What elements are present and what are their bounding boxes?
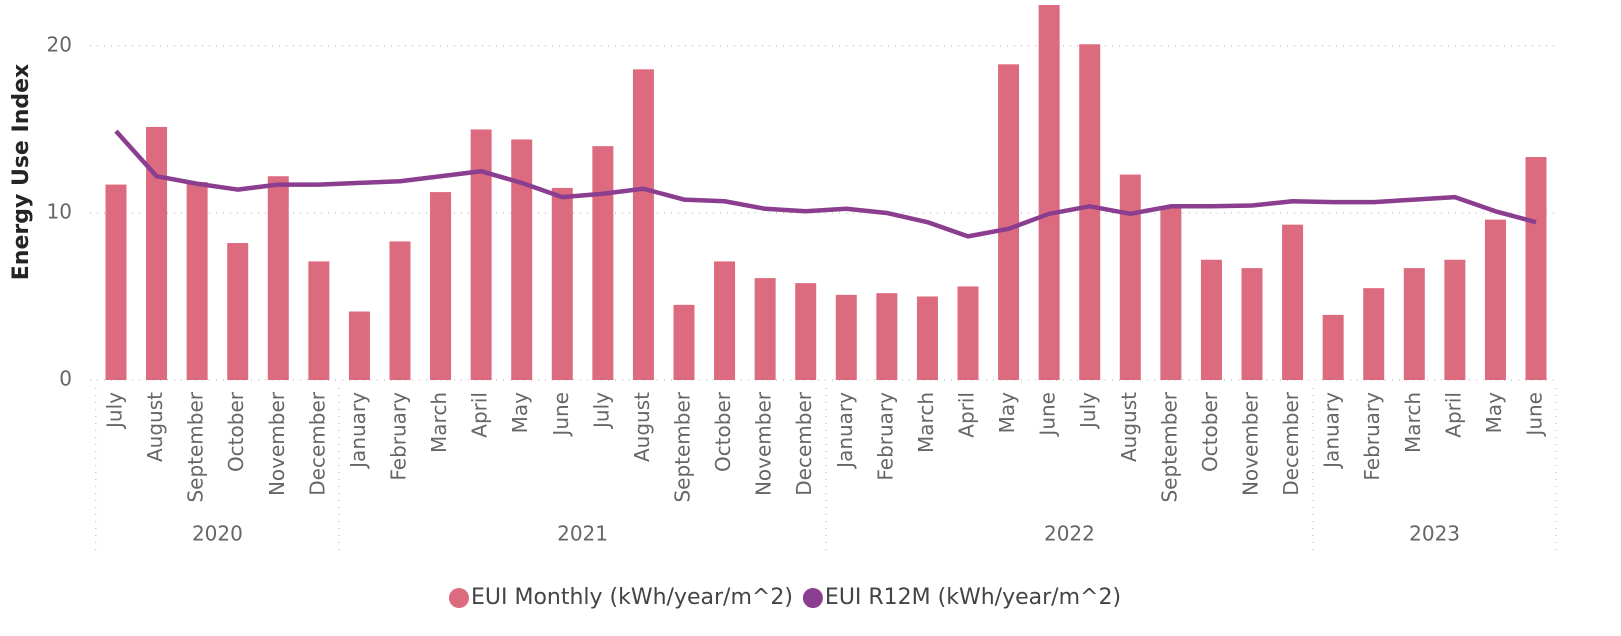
x-tick-label: April — [1441, 392, 1465, 438]
x-tick-label: February — [1360, 392, 1384, 481]
x-tick-label: October — [1198, 391, 1222, 472]
x-group-label: 2022 — [1044, 522, 1095, 546]
bar — [1038, 5, 1060, 381]
x-tick-label: June — [549, 392, 573, 438]
bar — [1525, 157, 1547, 380]
x-tick-label: August — [143, 392, 167, 462]
legend: EUI Monthly (kWh/year/m^2) EUI R12M (kWh/… — [448, 585, 1121, 610]
bar — [389, 241, 411, 380]
bar — [673, 304, 695, 380]
bar — [1322, 314, 1344, 380]
y-tick-label: 20 — [47, 32, 72, 56]
legend-marker — [802, 588, 823, 608]
y-axis-title: Energy Use Index — [9, 64, 34, 280]
bar — [1160, 206, 1182, 380]
bar — [227, 243, 249, 380]
x-tick-label: September — [1157, 391, 1181, 502]
x-tick-label: June — [1523, 392, 1547, 438]
y-tick-label: 0 — [59, 367, 72, 391]
x-tick-label: January — [346, 392, 370, 470]
x-tick-label: September — [670, 391, 694, 502]
bar — [1079, 44, 1101, 381]
x-tick-label: February — [386, 392, 410, 481]
x-tick-label: April — [468, 392, 492, 438]
x-tick-label: December — [792, 391, 816, 495]
x-tick-label: December — [305, 391, 329, 495]
legend-label: EUI Monthly (kWh/year/m^2) — [471, 585, 793, 610]
x-tick-label: August — [630, 392, 654, 462]
x-group-label: 2020 — [192, 522, 243, 546]
x-tick-label: July — [589, 392, 613, 430]
bar — [551, 187, 573, 380]
bar — [308, 261, 330, 380]
bar — [876, 293, 898, 380]
bar — [146, 126, 168, 380]
x-tick-label: February — [873, 392, 897, 481]
x-tick-label: September — [184, 391, 208, 502]
bar — [998, 64, 1020, 381]
x-tick-label: March — [1401, 392, 1425, 453]
bar — [186, 182, 208, 380]
x-tick-label: July — [102, 392, 126, 430]
bar — [1363, 288, 1385, 380]
bar — [916, 296, 938, 380]
x-tick-label: May — [508, 392, 532, 434]
bar — [1403, 268, 1425, 380]
x-tick-label: July — [1076, 392, 1100, 430]
x-tick-label: May — [1482, 392, 1506, 434]
x-tick-label: January — [1320, 392, 1344, 470]
x-tick-label: October — [224, 391, 248, 472]
x-tick-label: March — [914, 392, 938, 453]
x-tick-label: November — [265, 391, 289, 496]
x-tick-label: November — [752, 391, 776, 496]
bar — [1484, 219, 1506, 380]
x-tick-label: March — [427, 392, 451, 453]
bar — [1200, 259, 1222, 380]
bar — [1119, 174, 1141, 380]
y-tick-label: 10 — [47, 199, 72, 223]
bar — [835, 294, 857, 380]
bar — [1282, 224, 1304, 380]
x-tick-label: August — [1117, 392, 1141, 462]
bar — [632, 69, 654, 381]
bar — [105, 184, 127, 380]
x-tick-label: December — [1279, 391, 1303, 495]
legend-label: EUI R12M (kWh/year/m^2) — [825, 585, 1121, 610]
x-tick-label: January — [833, 392, 857, 470]
legend-marker — [448, 588, 469, 608]
bar — [714, 261, 736, 380]
bar — [592, 146, 614, 380]
bar — [795, 283, 817, 380]
bar — [348, 311, 370, 380]
bar — [470, 129, 492, 380]
bar — [267, 176, 289, 380]
bar — [754, 278, 776, 380]
bar — [430, 192, 452, 380]
bar — [1444, 259, 1466, 380]
x-tick-label: April — [955, 392, 979, 438]
bar — [511, 139, 533, 380]
x-tick-label: May — [995, 392, 1019, 434]
x-group-label: 2023 — [1409, 522, 1460, 546]
x-tick-label: October — [711, 391, 735, 472]
bar — [957, 286, 979, 380]
line — [114, 129, 1537, 239]
x-tick-label: June — [1036, 392, 1060, 438]
x-tick-label: November — [1239, 391, 1263, 496]
bar — [1241, 268, 1263, 380]
x-group-label: 2021 — [557, 522, 608, 546]
